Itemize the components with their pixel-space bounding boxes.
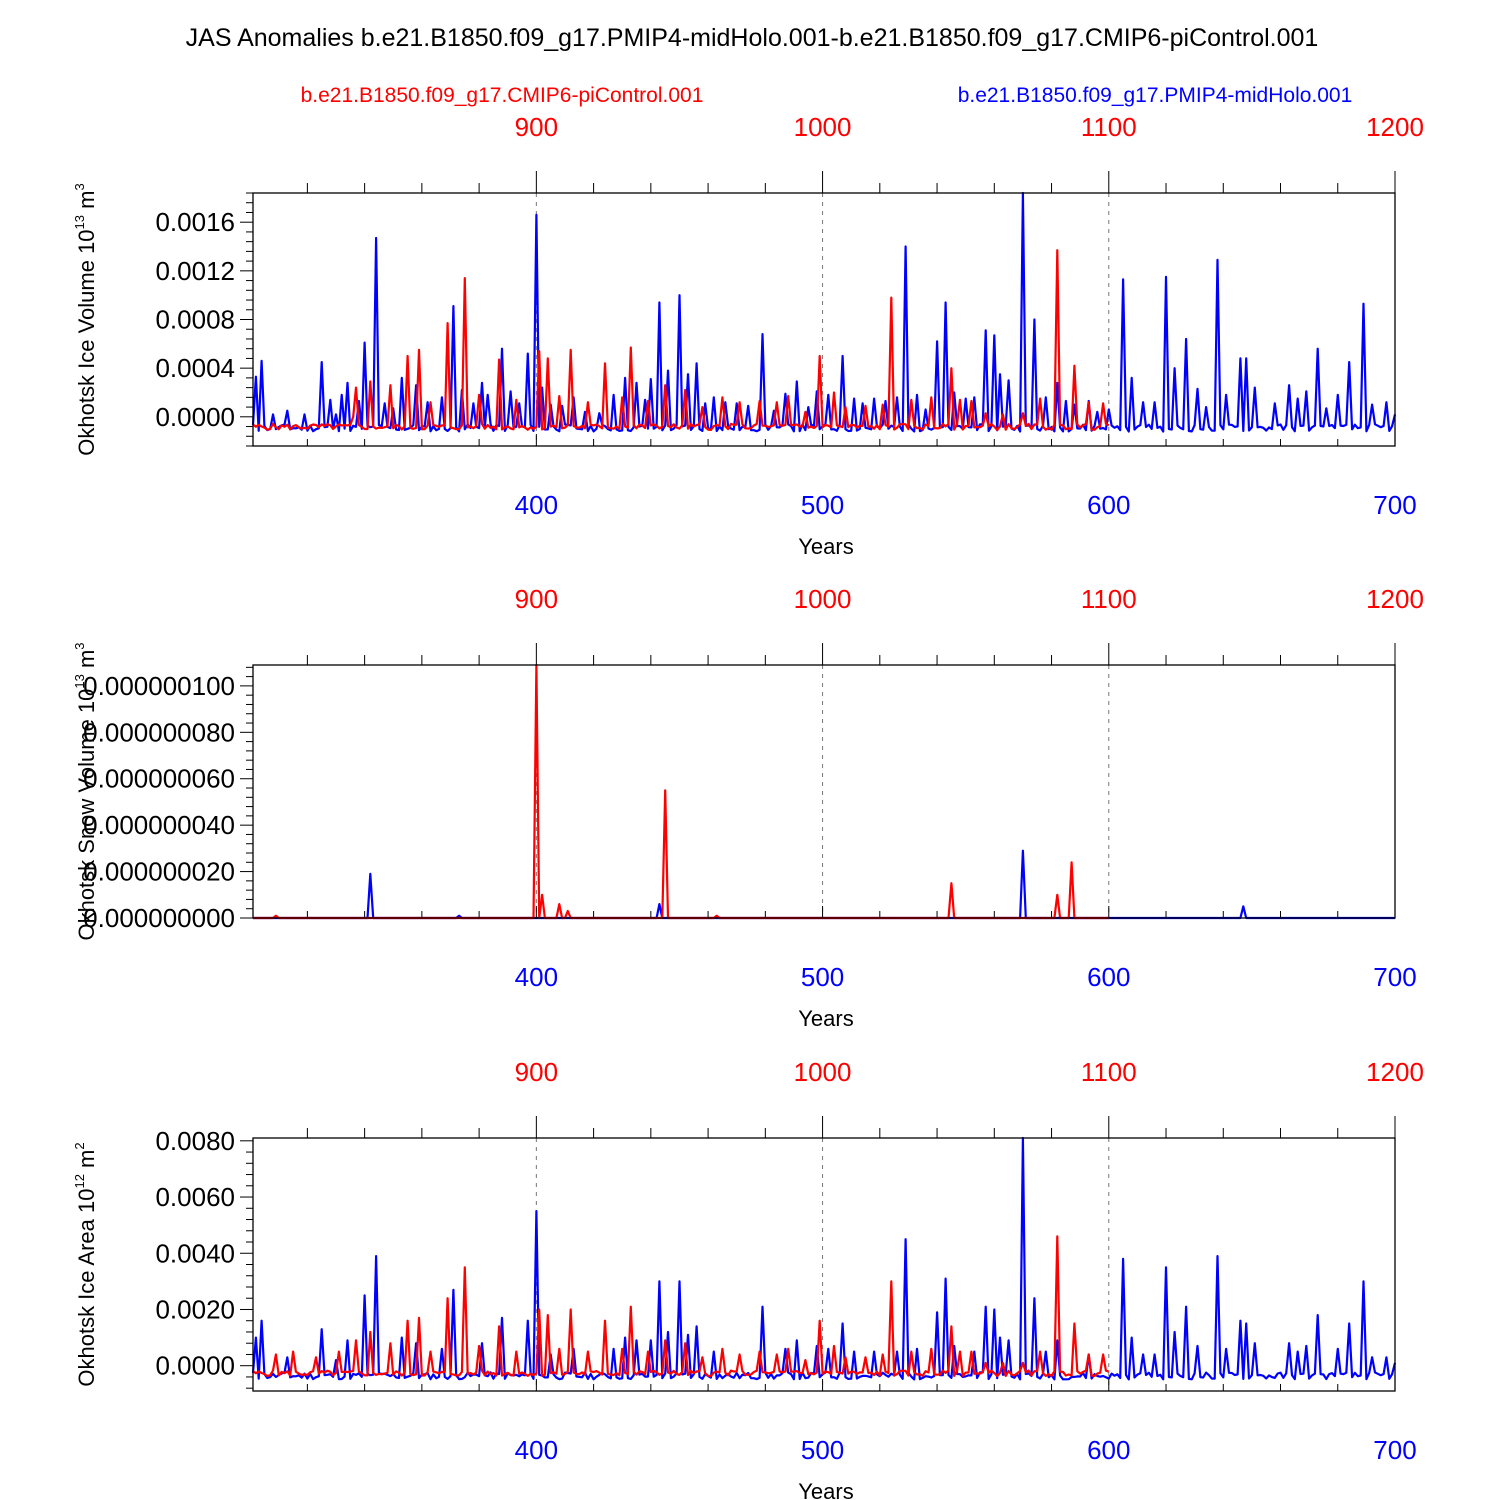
y-tick-label: 0.0080 [155,1126,235,1156]
x-bottom-tick-label: 500 [801,490,844,520]
y-tick-label: 0.000000060 [83,764,235,794]
y-tick-label: 0.0000 [155,402,235,432]
plot-frame [252,664,1396,919]
y-axis-label: Okhotsk Ice Volume 1013 m3 [72,183,99,455]
panel-3: 0.0000 0.0020 0.0040 0.0060 0.0080 400 500 600 7… [72,1057,1424,1500]
x-bottom-tick-label: 600 [1087,962,1130,992]
series-line-blue [253,849,1395,920]
legend-label-blue: b.e21.B1850.f09_g17.PMIP4-midHolo.001 [958,84,1353,107]
x-bottom-tick-label: 400 [515,962,558,992]
y-tick-label: 0.0008 [155,305,235,335]
y-tick-label: 0.0040 [155,1238,235,1268]
panels: 0.0000 0.0004 0.0008 0.0012 0.0016 400 500 600 7… [72,112,1424,1500]
x-top-tick-label: 900 [515,112,558,142]
y-axis-label: Okhotsk Ice Area 1012 m2 [72,1142,99,1386]
x-axis-label: Years [798,534,853,559]
x-bottom-tick-label: 700 [1373,490,1416,520]
x-bottom-tick-label: 400 [515,490,558,520]
y-tick-label: 0.000000020 [83,857,235,887]
x-axis-label: Years [798,1006,853,1031]
y-tick-label: 0.0004 [155,353,235,383]
series-line-blue [251,191,1397,433]
x-bottom-tick-label: 400 [515,1435,558,1465]
plot-frame [252,1137,1396,1392]
y-tick-label: 0.0012 [155,256,235,286]
legend-label-red: b.e21.B1850.f09_g17.CMIP6-piControl.001 [301,84,704,107]
panel-2: 0.000000000 0.000000020 0.000000040 0.00000… [72,584,1424,1031]
x-bottom-tick-label: 600 [1087,490,1130,520]
x-bottom-tick-label: 700 [1373,962,1416,992]
x-top-tick-label: 1100 [1081,112,1137,142]
y-tick-label: 0.0060 [155,1182,235,1212]
y-tick-label: 0.0020 [155,1294,235,1324]
x-top-tick-label: 900 [515,1057,558,1087]
x-top-tick-label: 1200 [1366,1057,1424,1087]
x-bottom-tick-label: 500 [801,962,844,992]
x-bottom-tick-label: 600 [1087,1435,1130,1465]
series-line-red [252,249,1110,431]
x-top-tick-label: 1100 [1081,584,1137,614]
y-tick-label: 0.000000100 [83,671,235,701]
plot-frame [252,192,1396,447]
x-top-tick-label: 1000 [794,1057,852,1087]
x-top-tick-label: 1200 [1366,584,1424,614]
series-line-red [252,1235,1110,1378]
panel-1: 0.0000 0.0004 0.0008 0.0012 0.0016 400 500 600 7… [72,112,1424,559]
y-axis-label: Okhotsk Snow Volume 1013 m3 [72,642,99,940]
x-top-tick-label: 900 [515,584,558,614]
x-top-tick-label: 1000 [794,112,852,142]
series-line-red [253,663,1109,920]
x-top-tick-label: 1200 [1366,112,1424,142]
y-tick-label: 0.000000000 [83,903,235,933]
x-top-tick-label: 1000 [794,584,852,614]
x-bottom-tick-label: 700 [1373,1435,1416,1465]
y-tick-label: 0.000000080 [83,717,235,747]
y-tick-label: 0.000000040 [83,810,235,840]
figure-title: JAS Anomalies b.e21.B1850.f09_g17.PMIP4-… [186,24,1319,52]
y-tick-label: 0.0000 [155,1351,235,1381]
x-top-tick-label: 1100 [1081,1057,1137,1087]
x-axis-label: Years [798,1479,853,1500]
y-tick-label: 0.0016 [155,207,235,237]
x-bottom-tick-label: 500 [801,1435,844,1465]
series-line-blue [251,1136,1397,1381]
